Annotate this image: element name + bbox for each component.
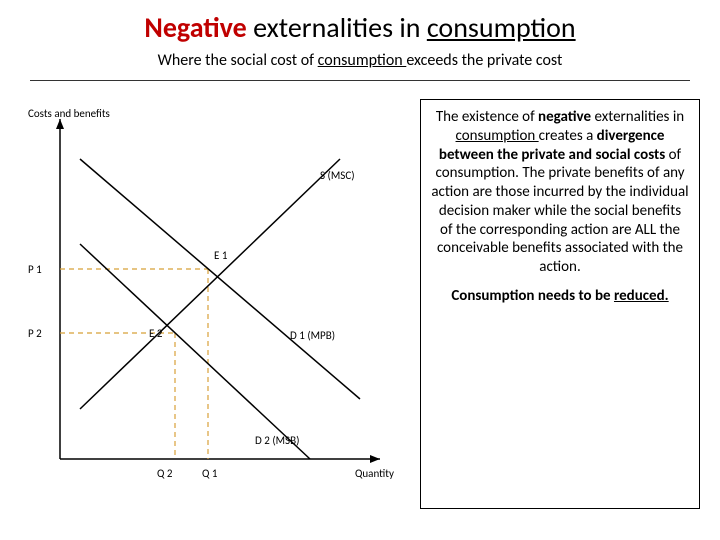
title-negative: Negative	[144, 10, 246, 45]
page-title: Negative externalities in consumption	[0, 0, 720, 45]
explanation-box: The existence of negative externalities …	[420, 99, 700, 509]
title-rest1: externalities in	[247, 10, 427, 45]
supply-label: S (MSC)	[320, 169, 355, 182]
content-row: Costs and benefits Quantity S (MSC) D 1 (MP…	[0, 89, 720, 509]
e1-label: E 1	[214, 249, 227, 262]
q1-label: Q 1	[202, 467, 217, 480]
subtitle-consumption: consumption	[318, 51, 407, 70]
p1-t2: externalities in	[591, 108, 684, 126]
subtitle: Where the social cost of consumption exc…	[0, 51, 720, 70]
q2-label: Q 2	[157, 467, 172, 480]
chart: Costs and benefits Quantity S (MSC) D 1 (MP…	[10, 89, 420, 509]
chart-svg	[10, 89, 420, 509]
p2-label: P 2	[28, 327, 42, 340]
subtitle-pre: Where the social cost of	[158, 51, 318, 70]
p1-label: P 1	[28, 263, 42, 276]
e2-label: E 2	[149, 327, 162, 340]
y-axis-label: Costs and benefits	[28, 107, 110, 120]
p1-t3: creates a	[539, 127, 597, 145]
d2-label: D 2 (MSB)	[255, 434, 299, 447]
p1-t4: of consumption. The private benefits of …	[431, 146, 688, 277]
p1-u1: consumption	[456, 127, 539, 145]
p2-t1: Consumption needs to be	[451, 287, 614, 305]
divider	[30, 80, 690, 81]
p2-u1: reduced.	[614, 287, 669, 305]
d1-label: D 1 (MPB)	[290, 329, 335, 342]
title-consumption: consumption	[427, 10, 576, 45]
x-axis-label: Quantity	[355, 467, 394, 480]
p1-t1: The existence of	[436, 108, 538, 126]
subtitle-post: exceeds the private cost	[406, 51, 562, 70]
p1-b1: negative	[538, 108, 591, 126]
explanation-p2: Consumption needs to be reduced.	[431, 287, 689, 306]
explanation-p1: The existence of negative externalities …	[431, 108, 689, 277]
